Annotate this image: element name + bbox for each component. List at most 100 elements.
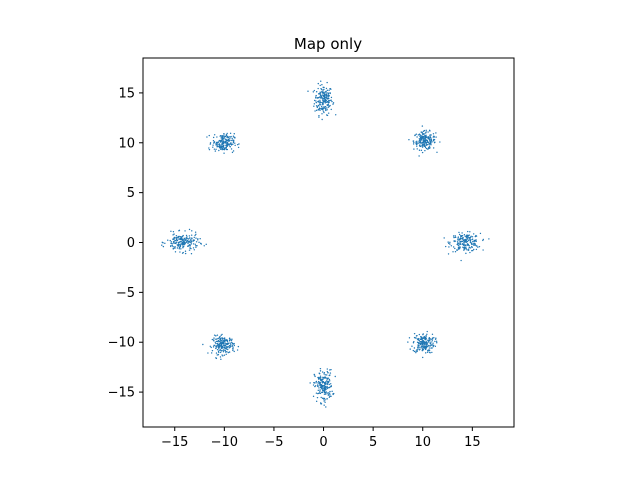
data-point bbox=[423, 145, 425, 147]
data-point bbox=[221, 143, 223, 146]
data-point bbox=[220, 334, 222, 337]
data-point bbox=[207, 352, 209, 354]
data-point bbox=[231, 338, 233, 340]
data-point bbox=[192, 243, 195, 245]
data-point bbox=[425, 147, 428, 150]
data-point bbox=[321, 384, 323, 386]
data-point bbox=[225, 345, 227, 348]
data-point bbox=[439, 141, 441, 143]
data-point bbox=[225, 353, 227, 356]
data-point bbox=[474, 235, 477, 238]
data-point bbox=[428, 338, 430, 340]
data-point bbox=[219, 351, 222, 354]
data-point bbox=[317, 108, 320, 111]
data-point bbox=[223, 346, 226, 348]
data-point bbox=[329, 383, 332, 385]
data-point bbox=[326, 398, 328, 400]
data-point bbox=[423, 143, 425, 146]
data-point bbox=[170, 245, 172, 248]
data-point bbox=[198, 241, 200, 244]
data-point bbox=[474, 242, 476, 245]
data-point bbox=[414, 134, 416, 136]
plot-frame bbox=[142, 57, 515, 428]
data-point bbox=[418, 138, 421, 140]
data-point bbox=[232, 135, 235, 137]
data-point bbox=[467, 230, 469, 233]
data-point bbox=[186, 236, 188, 238]
data-point bbox=[459, 247, 461, 250]
data-point bbox=[421, 340, 423, 343]
data-point bbox=[237, 345, 240, 348]
data-point bbox=[327, 103, 330, 105]
y-tick-label: −10 bbox=[108, 336, 135, 351]
data-point bbox=[212, 144, 214, 146]
data-point bbox=[179, 243, 181, 245]
data-point bbox=[184, 250, 187, 252]
data-point bbox=[320, 80, 322, 82]
data-point bbox=[232, 139, 235, 141]
data-point bbox=[429, 147, 431, 149]
data-point bbox=[324, 108, 327, 110]
data-point bbox=[218, 349, 220, 351]
data-point bbox=[326, 370, 328, 373]
data-point bbox=[322, 100, 325, 103]
data-point bbox=[220, 358, 222, 361]
data-point bbox=[221, 146, 224, 148]
data-point bbox=[467, 239, 470, 241]
data-point bbox=[326, 109, 328, 111]
data-point bbox=[466, 234, 468, 236]
data-point bbox=[324, 93, 326, 95]
data-point bbox=[219, 356, 222, 358]
data-point bbox=[421, 145, 424, 147]
data-point bbox=[184, 242, 186, 244]
data-point bbox=[212, 142, 215, 144]
data-point bbox=[467, 248, 470, 250]
data-point bbox=[190, 253, 193, 255]
data-point bbox=[430, 344, 432, 347]
cluster-7 bbox=[161, 228, 207, 255]
data-point bbox=[321, 389, 324, 391]
data-point bbox=[193, 236, 195, 239]
data-point bbox=[329, 386, 331, 388]
data-point bbox=[421, 146, 424, 148]
data-point bbox=[418, 333, 421, 336]
data-point bbox=[425, 342, 427, 344]
data-point bbox=[421, 344, 423, 346]
data-point bbox=[472, 241, 474, 243]
data-point bbox=[181, 238, 184, 240]
data-point bbox=[223, 338, 226, 340]
data-point bbox=[317, 385, 319, 388]
data-point bbox=[182, 251, 184, 254]
data-point bbox=[423, 132, 425, 135]
data-point bbox=[469, 247, 472, 249]
data-point bbox=[185, 237, 187, 239]
data-point bbox=[329, 92, 331, 94]
data-point bbox=[318, 382, 321, 385]
data-point bbox=[209, 142, 212, 144]
data-point bbox=[313, 103, 316, 105]
data-point bbox=[231, 137, 233, 140]
data-point bbox=[218, 149, 220, 152]
data-point bbox=[428, 351, 431, 354]
data-point bbox=[422, 333, 424, 335]
data-point bbox=[216, 136, 218, 138]
data-point bbox=[320, 104, 322, 106]
data-point bbox=[434, 141, 436, 143]
data-point bbox=[427, 136, 430, 138]
data-point bbox=[188, 249, 191, 251]
data-point bbox=[465, 240, 467, 243]
data-point bbox=[232, 346, 234, 348]
data-point bbox=[327, 381, 329, 384]
data-point bbox=[474, 244, 477, 246]
data-point bbox=[199, 242, 202, 245]
data-point bbox=[213, 344, 216, 347]
data-point bbox=[420, 338, 422, 340]
data-point bbox=[221, 138, 224, 141]
data-point bbox=[432, 147, 435, 149]
data-point bbox=[431, 333, 434, 335]
data-point bbox=[182, 247, 184, 249]
data-point bbox=[196, 245, 198, 247]
data-point bbox=[221, 333, 223, 336]
data-point bbox=[182, 245, 184, 248]
